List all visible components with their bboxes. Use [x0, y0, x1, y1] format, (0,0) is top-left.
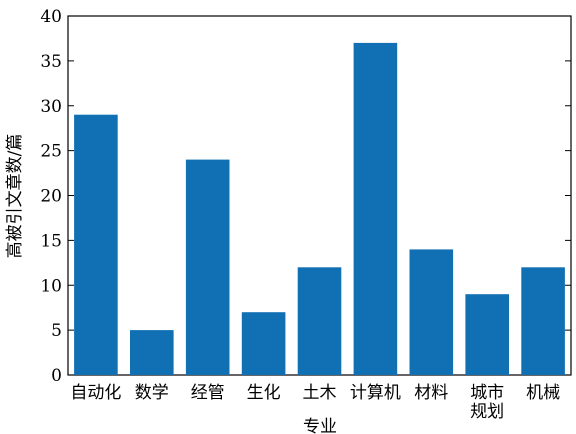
- x-tick-label-0: 自动化: [70, 383, 121, 403]
- x-tick-label-7: 城市规划: [470, 383, 504, 422]
- bars-group: [74, 42, 565, 376]
- bar-7: [465, 294, 509, 375]
- x-tick-label-4: 土木: [303, 383, 337, 403]
- y-tick-label-6: 30: [40, 97, 62, 117]
- y-axis-ticks: 0 5 10 15 20 25 30 35 40: [40, 7, 571, 386]
- bar-2: [185, 159, 230, 375]
- x-tick-label-6: 材料: [414, 383, 448, 403]
- y-tick-label-5: 25: [40, 142, 62, 162]
- bar-5: [353, 42, 398, 376]
- x-axis-title: 专业: [303, 417, 337, 434]
- bar-0: [74, 114, 118, 375]
- x-tick-label-5: 计算机: [350, 383, 401, 403]
- y-tick-label-2: 10: [40, 276, 62, 296]
- y-tick-label-0: 0: [51, 366, 62, 386]
- y-tick-label-7: 35: [40, 52, 62, 72]
- bar-8: [521, 267, 565, 375]
- y-tick-label-3: 15: [40, 231, 62, 251]
- x-axis-category-labels: 自动化 数学 经管 生化 土木 计算机 材料 城市规划 机械: [70, 383, 560, 422]
- bar-4: [297, 267, 342, 375]
- y-tick-label-1: 5: [51, 321, 62, 341]
- bar-6: [409, 249, 454, 375]
- x-tick-label-8: 机械: [526, 383, 560, 403]
- x-tick-label-2: 经管: [191, 383, 225, 403]
- x-tick-label-1: 数学: [135, 383, 169, 403]
- y-tick-label-4: 20: [40, 187, 62, 207]
- y-axis-title: 高被引文章数/篇: [5, 134, 25, 259]
- bar-1: [130, 330, 174, 375]
- bar-3: [241, 312, 286, 375]
- x-tick-label-3: 生化: [247, 383, 281, 403]
- y-tick-label-8: 40: [40, 7, 62, 27]
